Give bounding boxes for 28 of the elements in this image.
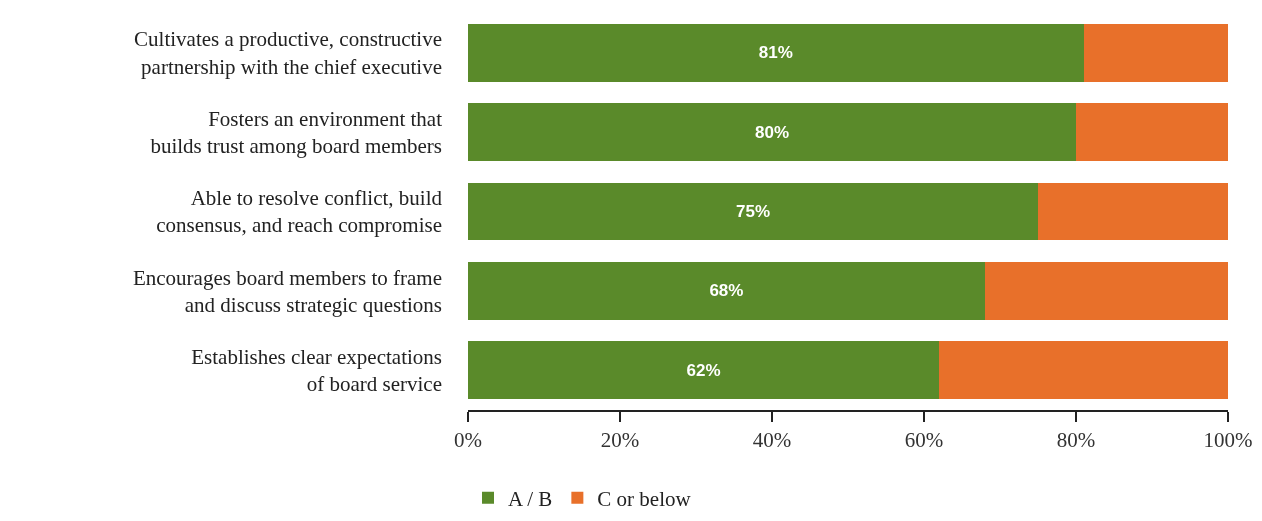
y-tick-label: Cultivates a productive, constructive partnership with the chief executive — [134, 27, 442, 79]
bar — [468, 182, 1038, 241]
bar — [468, 103, 1076, 162]
bar — [468, 23, 1084, 82]
bar — [1083, 23, 1228, 82]
y-tick-label: Able to resolve conflict, build consensus, and reach compromise — [156, 186, 443, 238]
y-tick-label: Encourages board members to frame and discuss strategic questions — [132, 265, 442, 317]
bar — [1038, 182, 1228, 241]
bar — [468, 261, 985, 320]
data-label: 68% — [709, 281, 744, 301]
legend-label: C or below — [597, 486, 692, 511]
x-tick-label: 80% — [1056, 427, 1096, 452]
x-tick-label: 0% — [454, 427, 482, 452]
y-tick-label: Establishes clear expectations of board service — [191, 345, 442, 397]
x-tick-label: 100% — [1203, 427, 1253, 452]
data-label: 81% — [758, 43, 793, 63]
data-label: 62% — [686, 360, 721, 380]
data-label: 75% — [735, 202, 771, 221]
x-tick-label: 40% — [752, 427, 792, 452]
x-tick-label: 20% — [600, 427, 640, 452]
bar — [984, 261, 1228, 320]
legend-label: A / B — [508, 486, 553, 511]
bar — [1076, 103, 1228, 162]
x-tick-label: 60% — [904, 427, 944, 452]
bar — [468, 341, 940, 400]
data-label: 80% — [754, 122, 790, 142]
bar — [939, 341, 1228, 400]
y-tick-label: Fosters an environment that builds trust among board members — [150, 106, 443, 159]
